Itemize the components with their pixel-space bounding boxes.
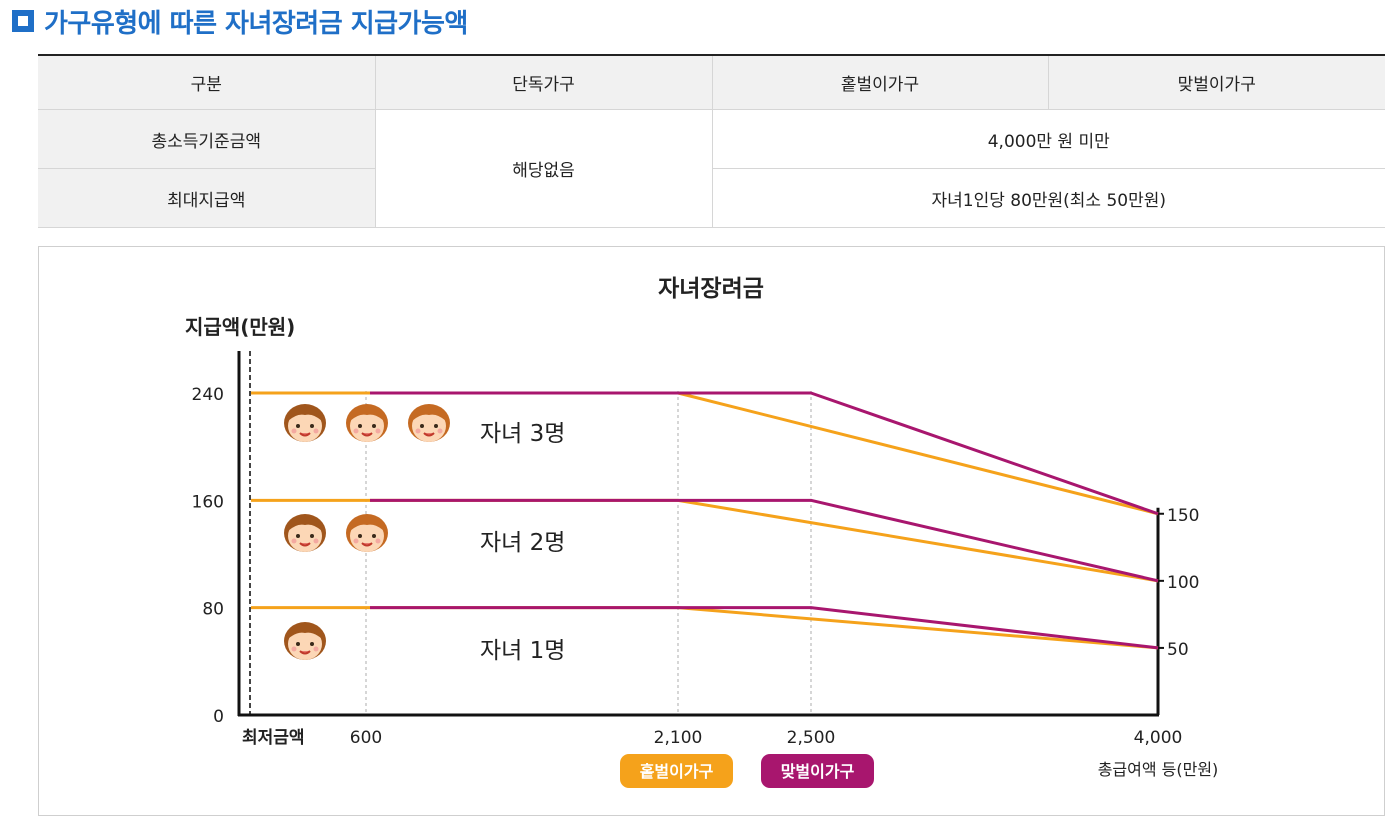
child-face-icon	[279, 617, 331, 663]
legend-single-earner: 홑벌이가구	[640, 762, 714, 781]
table-row: 최대지급액 자녀1인당 80만원(최소 50만원)	[38, 168, 1385, 228]
legend-dual-earner: 맞벌이가구	[781, 762, 855, 781]
legend-single-earner-swatch	[620, 754, 733, 788]
y-tick-label: 240	[192, 385, 224, 405]
y-tick-label: 160	[192, 492, 224, 512]
square-bullet-icon	[12, 10, 34, 32]
table-header-row: 구분 단독가구 홑벌이가구 맞벌이가구	[38, 54, 1385, 110]
legend-dual-earner-swatch	[761, 754, 874, 788]
dual-earner-line	[370, 606, 1159, 650]
group-label: 자녀 1명	[480, 638, 565, 664]
column-header: 구분	[38, 54, 376, 110]
x-tick-label: 4,000	[1134, 728, 1183, 748]
column-header: 단독가구	[375, 54, 713, 110]
income-threshold-cell: 4,000만 원 미만	[712, 109, 1385, 169]
dual-earner-line	[370, 498, 1159, 583]
row-label: 최대지급액	[38, 168, 376, 228]
table-row: 총소득기준금액 해당없음 4,000만 원 미만	[38, 109, 1385, 228]
section-title: 가구유형에 따른 자녀장려금 지급가능액	[12, 4, 468, 39]
max-amount-cell: 자녀1인당 80만원(최소 50만원)	[712, 168, 1385, 228]
chart-title: 자녀장려금	[658, 276, 764, 302]
x-tick-label: 600	[350, 728, 382, 748]
right-tick-label: 50	[1167, 640, 1189, 660]
y-axis-label: 지급액(만원)	[185, 315, 295, 339]
group-label: 자녀 3명	[480, 421, 565, 447]
right-tick-label: 150	[1167, 506, 1199, 526]
page-title: 가구유형에 따른 자녀장려금 지급가능액	[44, 8, 468, 39]
y-tick-label: 0	[213, 707, 224, 727]
child-face-icon	[279, 509, 331, 555]
x-axis-label: 총급여액 등(만원)	[1098, 760, 1219, 779]
y-tick-label: 80	[202, 600, 224, 620]
column-header: 맞벌이가구	[1048, 54, 1385, 110]
child-face-icon	[341, 399, 393, 445]
x-tick-label: 최저금액	[242, 728, 305, 748]
child-face-icon	[279, 399, 331, 445]
child-face-icon	[341, 509, 393, 555]
info-table: 구분 단독가구 홑벌이가구 맞벌이가구 총소득기준금액 해당없음 4,000만 …	[38, 54, 1385, 228]
group-label: 자녀 2명	[480, 530, 565, 556]
single-household-cell: 해당없음	[375, 109, 713, 228]
x-tick-label: 2,100	[654, 728, 703, 748]
right-tick-label: 100	[1167, 573, 1199, 593]
row-label: 총소득기준금액	[38, 109, 376, 169]
column-header: 홑벌이가구	[712, 54, 1049, 110]
child-face-icon	[403, 399, 455, 445]
single-earner-line	[251, 606, 1159, 650]
dual-earner-line	[370, 391, 1159, 516]
x-tick-label: 2,500	[787, 728, 836, 748]
